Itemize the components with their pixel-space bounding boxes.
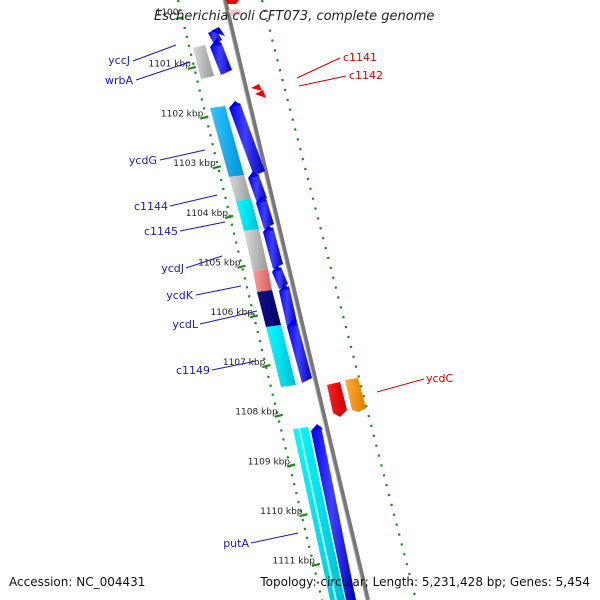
gene-label-wrbA[interactable]: wrbA [105,74,134,87]
ruler-tick [274,413,283,418]
top-red-marker[interactable] [225,0,239,4]
ruler-tick [262,364,271,369]
gene-label-ycdK[interactable]: ycdK [166,289,194,302]
gene-grey-2[interactable] [229,175,251,201]
ruler-tick [237,264,246,269]
right-label-leaders [296,57,425,393]
gene-grey-1[interactable] [193,45,214,79]
gene-label-c1141[interactable]: c1141 [343,51,377,64]
forward-gene-10[interactable] [311,424,356,600]
ruler-tick-label: 1103 kbp [173,159,216,169]
ruler-dotted-line [176,0,324,600]
ruler-tick [200,115,209,120]
gene-label-putA[interactable]: putA [223,537,249,550]
gene-label-ycdG[interactable]: ycdG [129,154,157,167]
forward-gene-7[interactable] [272,265,288,289]
outer-ring-dotted [260,0,418,600]
left-label-leaders [132,44,299,544]
ruler-tick-label: 1101 kbp [148,60,191,70]
gene-navy-1[interactable] [257,290,281,327]
genome-summary-text: Topology: circular; Length: 5,231,428 bp… [260,575,590,589]
gene-label-c1145[interactable]: c1145 [144,225,178,238]
ruler-tick [175,16,184,21]
ruler-tick [311,562,321,567]
ruler-tick-label: 1102 kbp [161,109,204,119]
gene-cyan-2[interactable] [266,325,296,387]
gene-label-ycdL[interactable]: ycdL [172,318,199,331]
ruler-tick-label: 1106 kbp [210,308,253,318]
forward-gene-6[interactable] [263,225,283,269]
ruler-tick-label: 1111 kbp [272,557,315,567]
ruler-tick-label: 1110 kbp [260,507,303,517]
gene-label-ycdC[interactable]: ycdC [426,372,454,385]
ruler-tick-label: 1105 kbp [198,259,241,269]
ruler-tick [286,463,296,468]
ruler-tick [187,65,197,70]
forward-gene-4[interactable] [248,171,267,203]
forward-gene-5[interactable] [256,196,274,229]
gene-cyan-1[interactable] [236,199,259,231]
gene-label-ycdJ[interactable]: ycdJ [161,262,184,275]
ruler-tick-label: 1100 [156,8,179,18]
c1141-arrow[interactable] [251,84,262,91]
gene-label-c1149[interactable]: c1149 [176,364,210,377]
ruler-tick [249,314,259,319]
gene-label-c1142[interactable]: c1142 [349,69,383,82]
gene-pink-1[interactable] [253,269,272,292]
genome-backbone [223,0,370,600]
gene-red-right[interactable] [327,382,347,417]
gene-cyan-3[interactable] [293,427,345,600]
gene-orange-right[interactable] [345,378,366,412]
accession-text: Accession: NC_004431 [9,575,146,589]
c1142-arrow[interactable] [255,90,266,98]
genome-backbone-highlight [222,0,367,600]
ruler-tick [299,513,308,518]
ruler-tick-label: 1109 kbp [248,457,291,467]
left-gene-labels: yccJ wrbA ycdG c1144 c1145 ycdJ ycdK ycd… [105,54,250,550]
forward-gene-9[interactable] [287,320,312,383]
gene-label-c1144[interactable]: c1144 [134,200,168,213]
top-pink-marker[interactable] [228,9,242,16]
ruler-tick [212,165,221,170]
ruler-tick [224,214,234,220]
ruler-tick-label: 1108 kbp [235,408,278,418]
forward-gene-8[interactable] [279,284,297,327]
forward-gene-2[interactable] [210,38,232,75]
map-title: Escherichia coli CFT073, complete genome [154,9,435,24]
forward-gene-3[interactable] [229,101,265,176]
gene-cyan-3-highlight [298,427,337,600]
ruler-tick-label: 1104 kbp [186,209,229,219]
gene-skyblue-1[interactable] [210,106,244,177]
right-gene-labels: c1141 c1142 ycdC [343,51,454,385]
gene-label-yccJ[interactable]: yccJ [108,54,130,67]
gene-grey-3[interactable] [244,229,268,271]
